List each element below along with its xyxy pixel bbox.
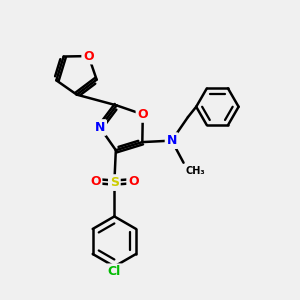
Text: CH₃: CH₃ bbox=[186, 166, 206, 176]
Text: N: N bbox=[95, 121, 105, 134]
Text: O: O bbox=[90, 175, 101, 188]
Text: O: O bbox=[128, 175, 139, 188]
Text: S: S bbox=[110, 176, 119, 189]
Text: O: O bbox=[137, 108, 148, 121]
Text: O: O bbox=[83, 50, 94, 63]
Text: Cl: Cl bbox=[108, 265, 121, 278]
Text: N: N bbox=[167, 134, 177, 147]
